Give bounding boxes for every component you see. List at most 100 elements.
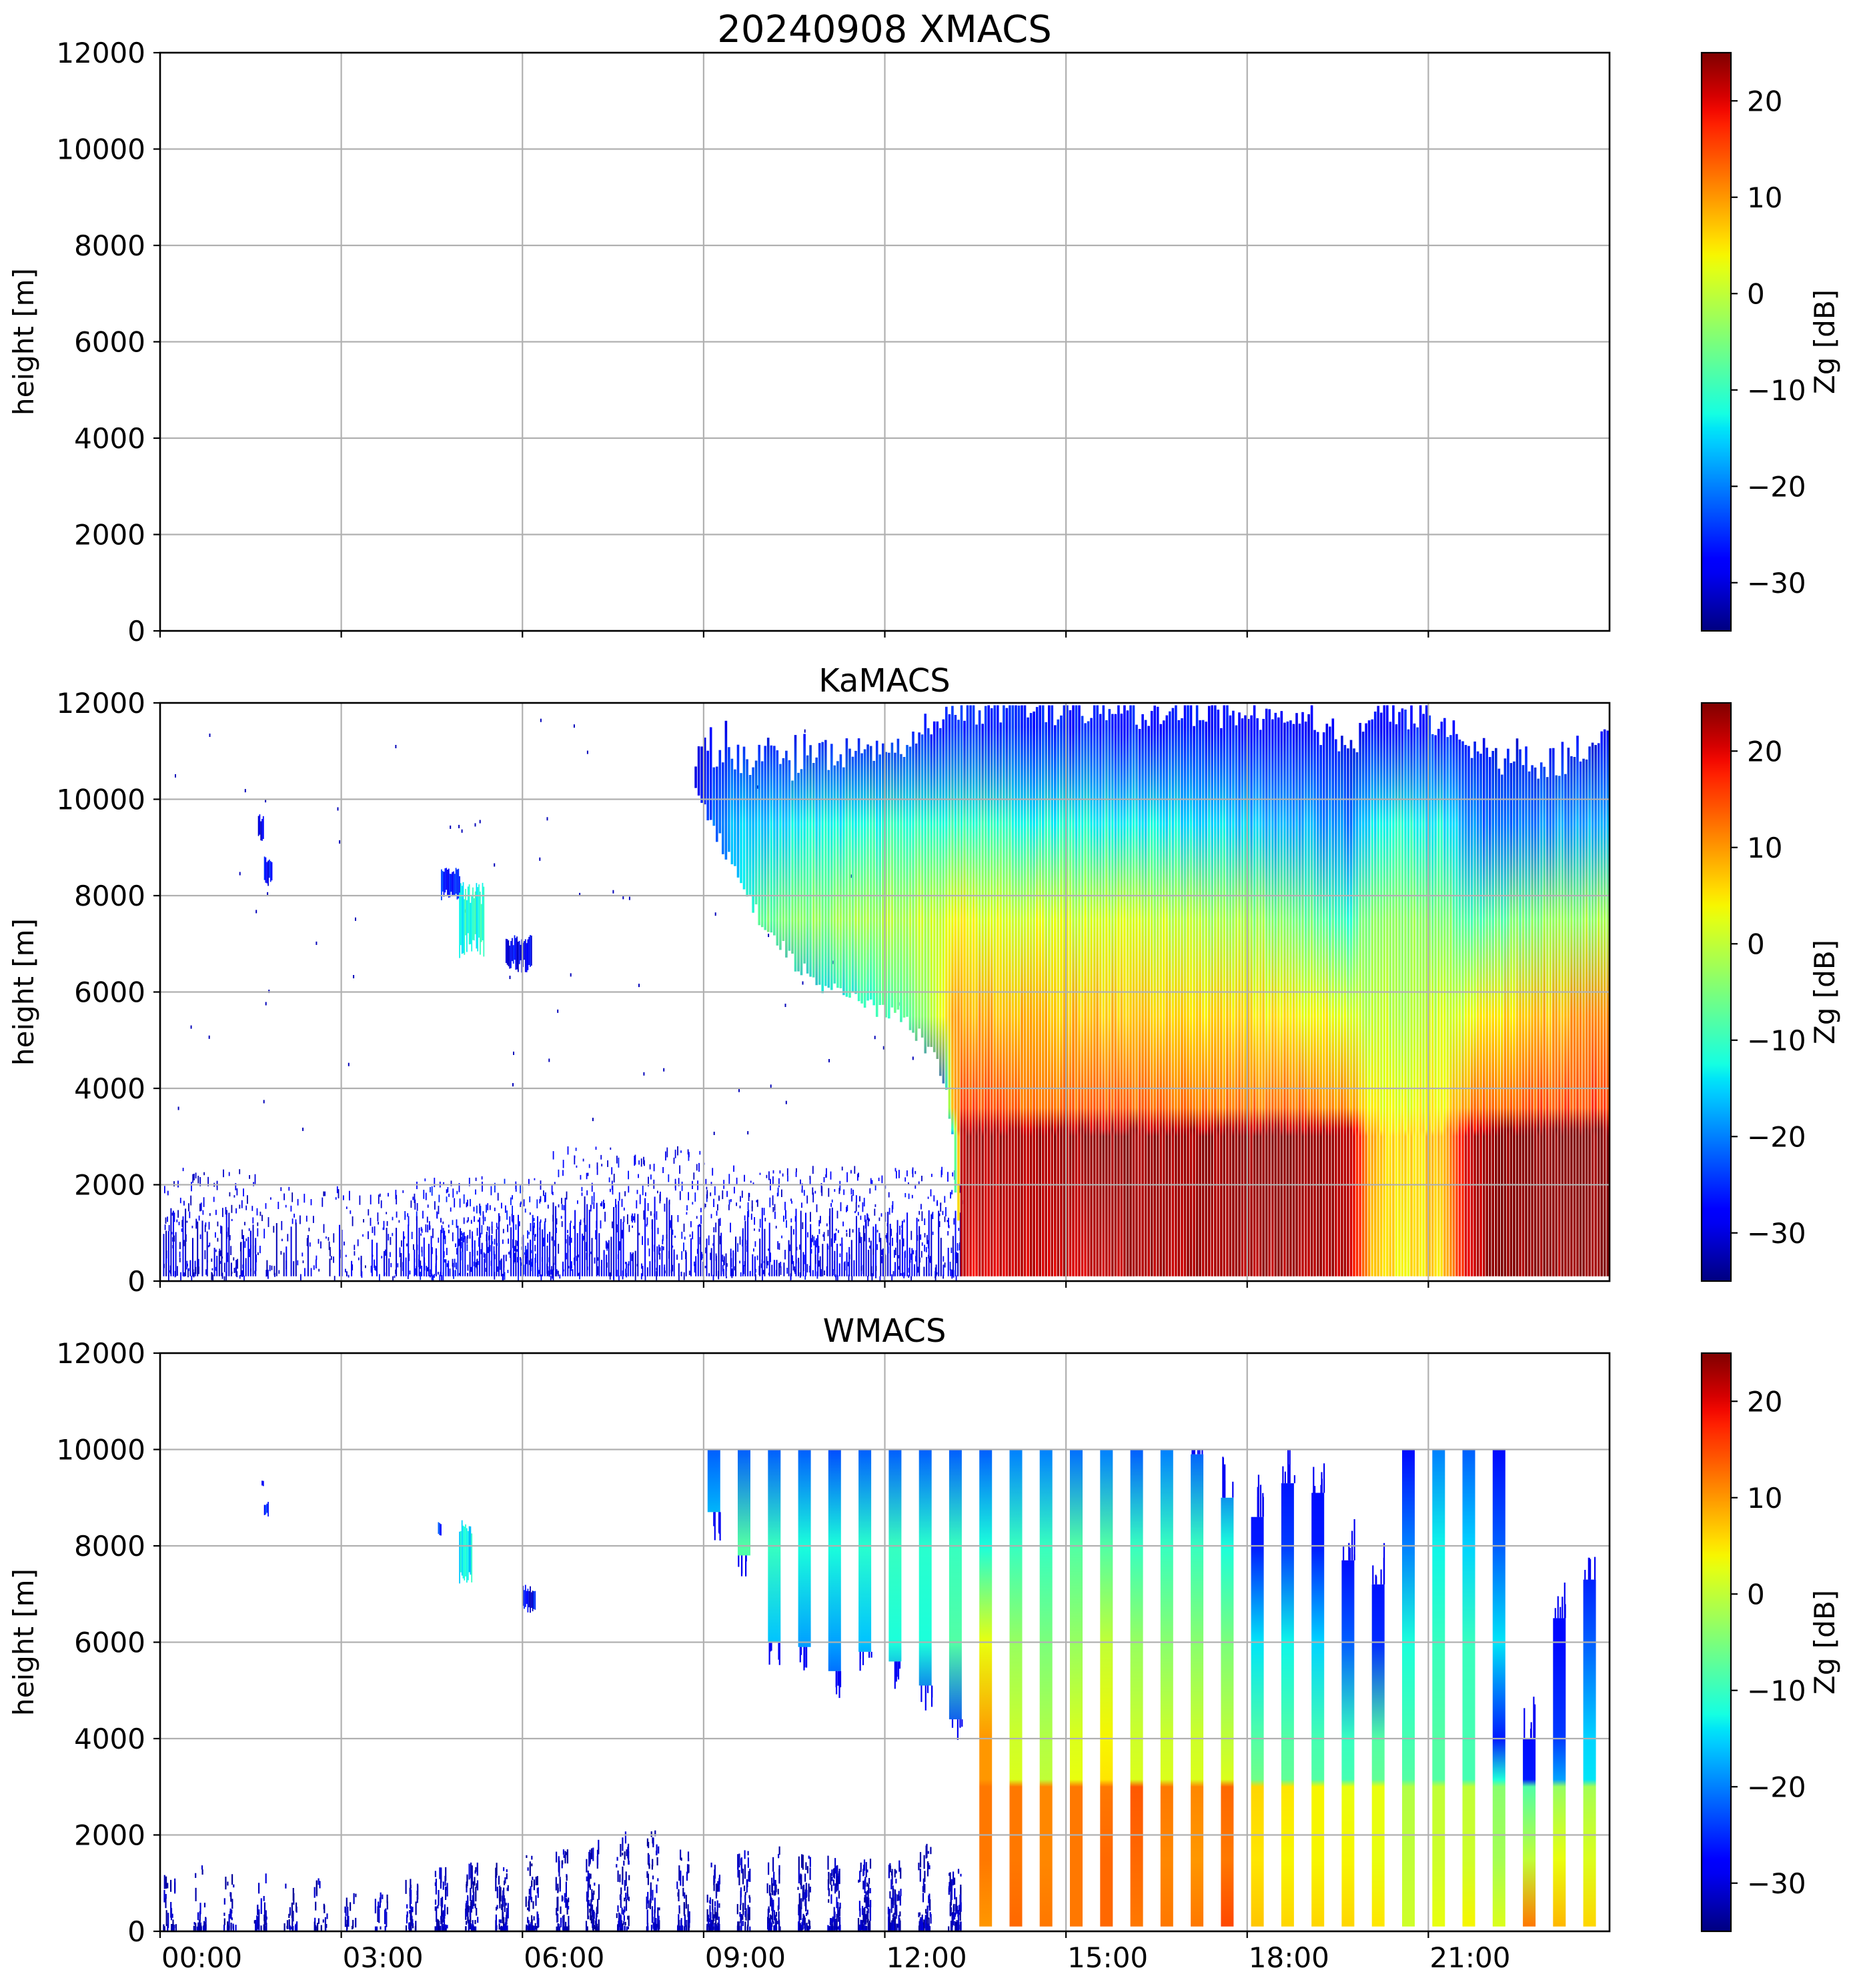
echo-fringe [924,1685,926,1711]
clutter-echo [922,1893,924,1903]
kamacs-profile-column [746,759,748,897]
clutter-echo [927,1196,929,1199]
clutter-echo [584,1196,586,1276]
sparse-echo [239,872,241,876]
kamacs-profile-column [1576,736,1579,1276]
clutter-echo [958,1925,960,1931]
clutter-echo [947,1220,949,1222]
clutter-echo [628,1170,629,1180]
clutter-echo [293,1261,295,1276]
sparse-echo [540,718,542,722]
clutter-echo [914,1184,916,1189]
sparse-echo [494,863,496,867]
clutter-echo [260,1925,262,1931]
clutter-echo [622,1276,624,1280]
echo-fringe [806,1647,808,1668]
clutter-echo [953,1877,956,1885]
kamacs-profile-column [1591,742,1594,1276]
clutter-echo [683,1223,685,1232]
clutter-echo [734,1186,735,1194]
clutter-echo [434,1906,436,1911]
clutter-echo [835,1275,837,1280]
clutter-echo [442,1910,444,1923]
clutter-echo [408,1216,410,1226]
clutter-echo [171,1913,173,1918]
clutter-echo [476,1228,478,1236]
clutter-echo [818,1260,820,1267]
clutter-echo [568,1897,570,1903]
clutter-echo [245,1205,247,1210]
clutter-echo [618,1200,620,1276]
clutter-echo [927,1923,929,1931]
clutter-echo [904,1250,906,1258]
clutter-echo [870,1240,872,1276]
kamacs-profile-column [1398,712,1401,1276]
clutter-echo [466,1236,468,1244]
clutter-echo [931,1213,933,1218]
clutter-echo [424,1178,426,1182]
clutter-echo [539,1198,541,1204]
clutter-echo [820,1216,821,1224]
clutter-echo [802,1252,804,1276]
clutter-echo [926,1905,928,1917]
clutter-echo [834,1887,836,1894]
clutter-echo [889,1224,891,1276]
clutter-echo [211,1272,213,1276]
clutter-echo [518,1274,519,1281]
clutter-echo [513,1251,514,1258]
echo-patch [512,938,513,962]
clutter-echo [836,1897,838,1909]
clutter-echo [384,1926,386,1931]
clutter-echo [365,1265,366,1268]
clutter-echo [744,1921,746,1931]
kamacs-profile-column [1449,735,1452,1276]
clutter-echo [199,1177,201,1186]
clutter-echo [227,1252,228,1262]
clutter-echo [949,1873,951,1876]
clutter-echo [622,1230,623,1239]
clutter-echo [800,1210,802,1276]
clutter-echo [496,1226,498,1230]
clutter-echo [486,1243,488,1247]
clutter-echo [566,1875,568,1881]
clutter-echo [899,1911,901,1917]
clutter-echo [466,1905,469,1909]
clutter-echo [817,1234,819,1276]
clutter-echo [283,1193,285,1200]
clutter-echo [718,1916,720,1925]
clutter-echo [586,1876,588,1881]
clutter-echo [638,1174,639,1178]
clutter-echo [527,1926,529,1930]
clutter-echo [477,1260,479,1265]
kamacs-profile-column [773,746,776,936]
clutter-echo [252,1224,254,1276]
clutter-echo [737,1243,738,1252]
clutter-echo [534,1244,536,1252]
clutter-echo [232,1925,234,1931]
clutter-echo [664,1270,666,1274]
sparse-echo [458,824,460,828]
clutter-echo [738,1921,740,1925]
clutter-echo [474,1870,476,1874]
clutter-echo [543,1190,544,1196]
clutter-echo [600,1154,602,1160]
echo-patch [471,894,473,952]
clutter-echo [612,1221,613,1228]
clutter-echo [205,1222,207,1227]
kamacs-profile-column [1153,706,1156,1276]
clutter-echo [496,1222,498,1228]
clutter-echo [947,1172,949,1182]
clutter-echo [730,1199,732,1202]
echo-fringe [1257,1474,1259,1517]
clutter-echo [824,1270,825,1276]
kamacs-profile-column [1310,705,1313,1276]
kamacs-profile-column [1331,718,1335,1276]
kamacs-profile-column [1114,714,1117,1276]
clutter-echo [416,1891,418,1896]
clutter-echo [647,1926,649,1931]
clutter-echo [567,1230,568,1234]
clutter-echo [394,1275,396,1278]
sparse-echo [512,1083,514,1087]
clutter-echo [610,1236,612,1276]
clutter-echo [420,1226,422,1231]
